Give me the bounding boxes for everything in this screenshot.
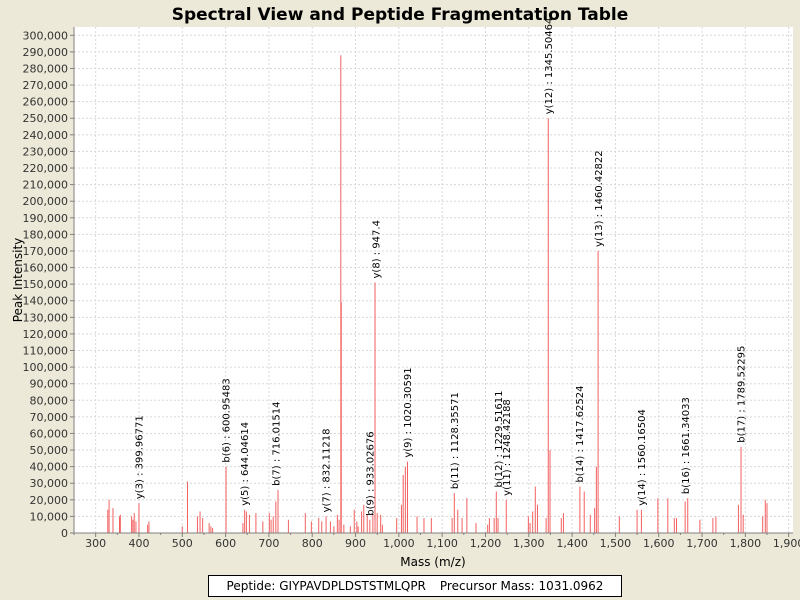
x-tick-label: 700: [258, 537, 279, 550]
x-tick-label: 1,900: [773, 537, 800, 550]
y-tick-label: 160,000: [23, 262, 69, 275]
peak-annotation: y(13) : 1460.42822: [594, 150, 605, 247]
y-tick-label: 190,000: [23, 212, 69, 225]
peak-annotation: b(6) : 600.95483: [222, 378, 233, 462]
y-tick-label: 270,000: [23, 79, 69, 92]
peak-annotation: b(7) : 716.01514: [271, 402, 282, 486]
y-tick-label: 70,000: [30, 411, 69, 424]
peak-annotation: b(11) : 1128.35571: [450, 392, 461, 489]
y-tick-label: 100,000: [23, 361, 69, 374]
y-tick-label: 250,000: [23, 112, 69, 125]
peptide-label: Peptide:: [226, 579, 276, 593]
x-axis-label: Mass (m/z): [400, 555, 465, 569]
x-tick-label: 1,600: [643, 537, 675, 550]
chart-title: Spectral View and Peptide Fragmentation …: [172, 5, 629, 25]
y-axis-ticks: 0 10,000 20,000 30,000 40,000 50,000 60,000 70,…: [23, 29, 74, 540]
y-tick-label: 150,000: [23, 278, 69, 291]
y-axis-label: Peak Intensity: [11, 238, 25, 323]
peak-annotation: y(9) : 1020.30591: [403, 367, 414, 457]
peak-annotation: y(5) : 644.04614: [240, 422, 251, 506]
x-axis-ticks: 300 400 500 600 700 800 900 1,000 1,100 1,200 1,30…: [73, 533, 800, 550]
y-tick-label: 180,000: [23, 228, 69, 241]
peak-annotation: y(3) : 399.96771: [134, 415, 145, 499]
y-tick-label: 290,000: [23, 46, 69, 59]
y-tick-label: 60,000: [30, 427, 69, 440]
y-tick-label: 20,000: [30, 494, 69, 507]
peptide-sequence: GIYPAVDPLDSTSTMLQPR: [279, 579, 426, 593]
x-tick-label: 1,700: [686, 537, 718, 550]
y-tick-label: 300,000: [23, 29, 69, 42]
y-tick-label: 50,000: [30, 444, 69, 457]
y-tick-label: 140,000: [23, 295, 69, 308]
peak-annotation: b(14) : 1417.62524: [575, 386, 586, 483]
x-tick-label: 800: [302, 537, 323, 550]
y-tick-label: 200,000: [23, 195, 69, 208]
x-tick-label: 1,100: [426, 537, 458, 550]
x-tick-label: 1,800: [730, 537, 762, 550]
peak-annotation: b(9) : 933.02676: [365, 431, 376, 515]
x-tick-label: 900: [345, 537, 366, 550]
peak-annotation: b(16) : 1661.34033: [681, 397, 692, 494]
peak-annotation: y(7) : 832.11218: [322, 429, 333, 513]
x-tick-label: 1,000: [383, 537, 415, 550]
y-tick-label: 80,000: [30, 394, 69, 407]
x-tick-label: 1,200: [470, 537, 502, 550]
x-tick-label: 1,500: [600, 537, 632, 550]
x-tick-label: 1,400: [556, 537, 588, 550]
peak-annotation: b(17) : 1789.52295: [736, 346, 747, 443]
x-tick-label: 1,300: [513, 537, 545, 550]
grid: [74, 27, 793, 533]
x-tick-label: 500: [172, 537, 193, 550]
peak-annotation: y(14) : 1560.16504: [637, 409, 648, 506]
x-tick-label: 400: [128, 537, 149, 550]
y-tick-label: 220,000: [23, 162, 69, 175]
y-tick-label: 90,000: [30, 378, 69, 391]
y-tick-label: 260,000: [23, 96, 69, 109]
peptide-group: Peptide: GIYPAVDPLDSTSTMLQPR: [227, 579, 426, 593]
y-tick-label: 120,000: [23, 328, 69, 341]
y-tick-label: 170,000: [23, 245, 69, 258]
x-tick-label: 600: [215, 537, 236, 550]
precursor-group: Precursor Mass: 1031.0962: [440, 579, 604, 593]
peak-annotation: y(12) : 1345.50464: [544, 18, 555, 115]
peaks: [107, 55, 768, 533]
peptide-info-box: Peptide: GIYPAVDPLDSTSTMLQPR Precursor M…: [208, 575, 622, 597]
peak-annotation: b(12) : 1229.51611: [494, 390, 505, 487]
y-tick-label: 130,000: [23, 311, 69, 324]
plot-area: [74, 27, 793, 533]
y-tick-label: 110,000: [23, 345, 69, 358]
axes: [73, 27, 793, 534]
x-tick-label: 300: [85, 537, 106, 550]
precursor-label: Precursor Mass:: [439, 579, 535, 593]
y-tick-label: 210,000: [23, 179, 69, 192]
peak-annotation: y(11) : 1248.42188: [502, 399, 513, 496]
y-tick-label: 230,000: [23, 145, 69, 158]
peak-annotation: y(8) : 947.4: [372, 220, 383, 278]
y-tick-label: 40,000: [30, 461, 69, 474]
peak-annotations: y(3) : 399.96771 b(6) : 600.95483 y(5) : 6…: [134, 18, 747, 516]
y-tick-label: 280,000: [23, 62, 69, 75]
y-tick-label: 0: [61, 527, 68, 540]
precursor-mass: 1031.0962: [538, 579, 604, 593]
y-tick-label: 30,000: [30, 477, 69, 490]
y-tick-label: 10,000: [30, 510, 69, 523]
y-tick-label: 240,000: [23, 129, 69, 142]
